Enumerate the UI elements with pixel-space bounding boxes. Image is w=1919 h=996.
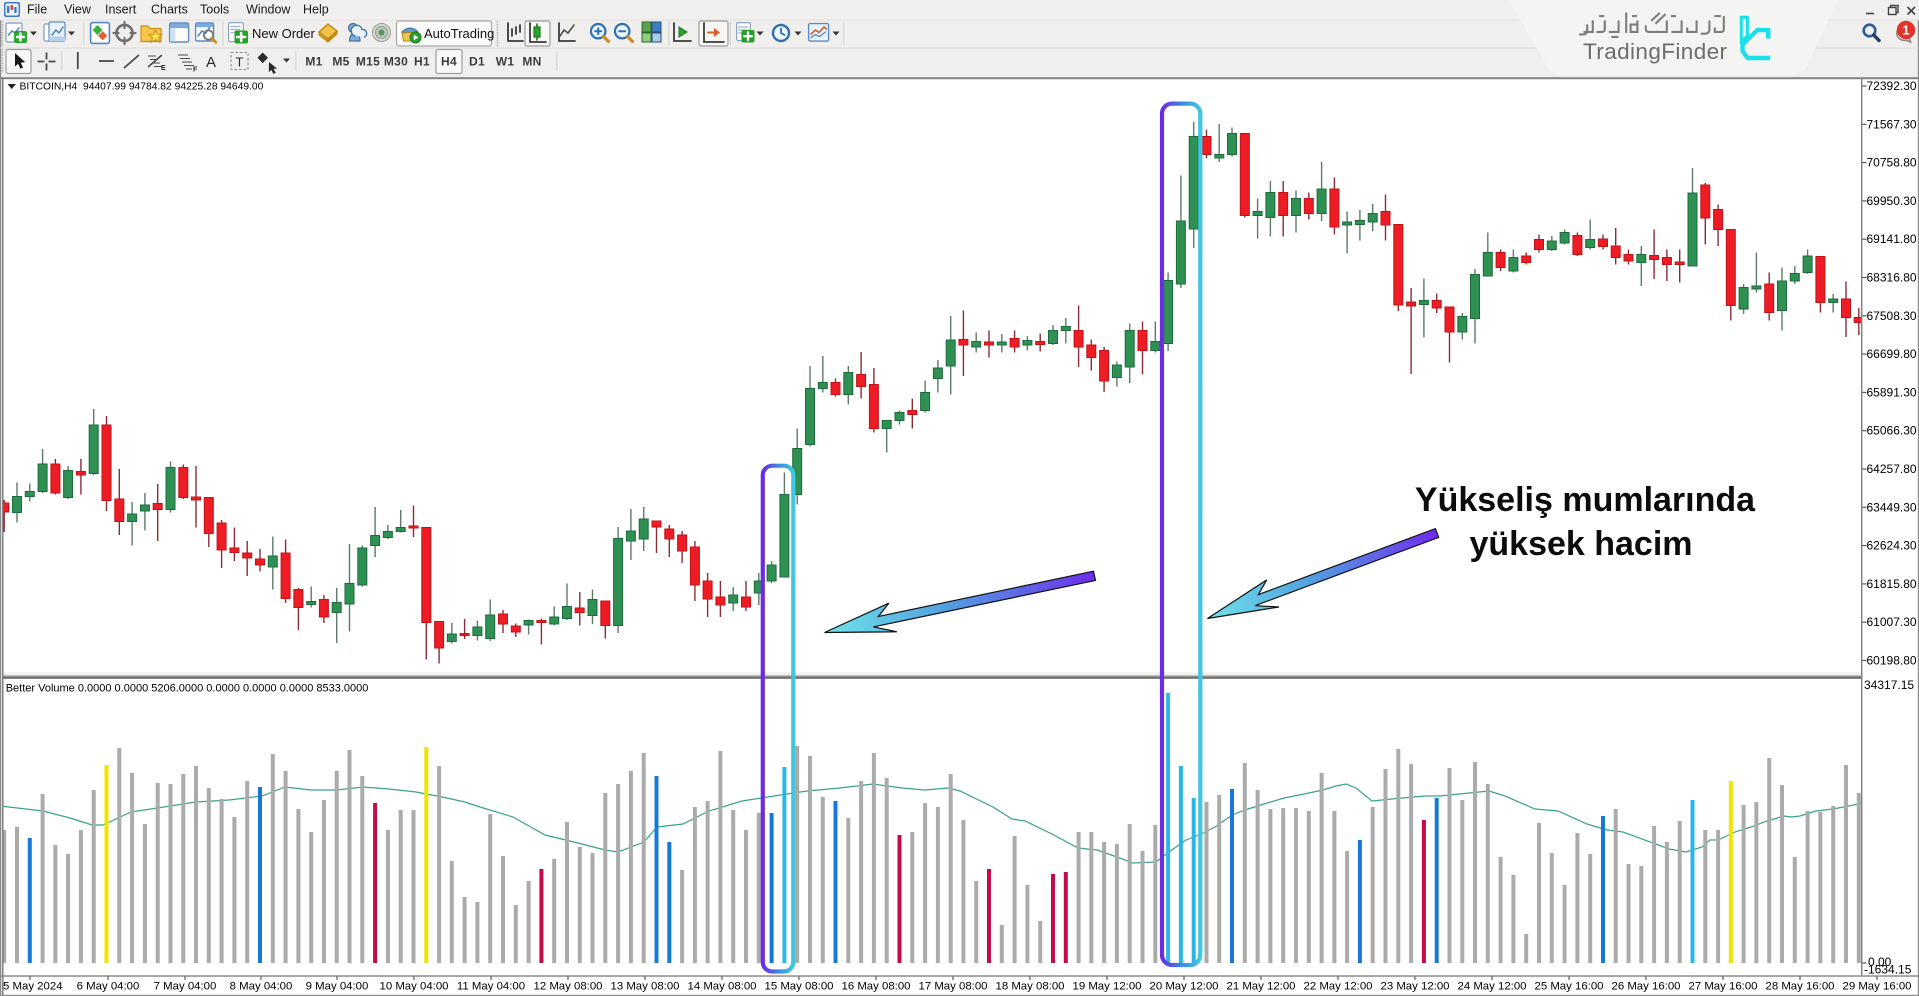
svg-text:10 May 04:00: 10 May 04:00 <box>379 981 448 993</box>
svg-text:62624.30: 62624.30 <box>1867 539 1917 553</box>
svg-text:Help: Help <box>303 3 329 17</box>
svg-text:61007.30: 61007.30 <box>1867 615 1917 629</box>
svg-text:M30: M30 <box>384 55 408 69</box>
svg-text:61815.80: 61815.80 <box>1867 577 1917 591</box>
svg-text:H4: H4 <box>441 55 457 69</box>
svg-text:-1634.15: -1634.15 <box>1864 963 1912 977</box>
svg-text:A: A <box>206 54 216 71</box>
svg-text:T: T <box>236 55 244 70</box>
svg-text:69141.80: 69141.80 <box>1867 232 1917 246</box>
svg-text:22 May 12:00: 22 May 12:00 <box>1303 981 1372 993</box>
svg-text:23 May 12:00: 23 May 12:00 <box>1380 981 1449 993</box>
svg-text:0.00: 0.00 <box>1868 955 1892 969</box>
svg-text:17 May 08:00: 17 May 08:00 <box>918 981 987 993</box>
svg-text:25 May 16:00: 25 May 16:00 <box>1534 981 1603 993</box>
svg-text:M5: M5 <box>332 55 349 69</box>
svg-text:71567.30: 71567.30 <box>1867 117 1917 131</box>
svg-text:D1: D1 <box>469 55 485 69</box>
svg-text:E: E <box>161 65 166 72</box>
svg-text:28 May 16:00: 28 May 16:00 <box>1765 981 1834 993</box>
svg-text:Yükseliş mumlarında: Yükseliş mumlarında <box>1415 481 1756 519</box>
svg-text:19 May 12:00: 19 May 12:00 <box>1072 981 1141 993</box>
svg-text:60198.80: 60198.80 <box>1867 654 1917 668</box>
svg-text:M15: M15 <box>356 55 380 69</box>
svg-text:13 May 08:00: 13 May 08:00 <box>610 981 679 993</box>
svg-text:Charts: Charts <box>151 3 188 17</box>
svg-text:12 May 08:00: 12 May 08:00 <box>533 981 602 993</box>
svg-text:8 May 04:00: 8 May 04:00 <box>230 981 293 993</box>
svg-text:Insert: Insert <box>105 3 137 17</box>
svg-text:70758.80: 70758.80 <box>1867 156 1917 170</box>
svg-text:6 May 04:00: 6 May 04:00 <box>77 981 140 993</box>
svg-text:34317.15: 34317.15 <box>1864 678 1914 692</box>
svg-text:View: View <box>64 3 92 17</box>
svg-text:File: File <box>27 3 47 17</box>
svg-text:18 May 08:00: 18 May 08:00 <box>995 981 1064 993</box>
svg-text:64257.80: 64257.80 <box>1867 462 1917 476</box>
svg-text:29 May 16:00: 29 May 16:00 <box>1842 981 1911 993</box>
svg-text:5 May 2024: 5 May 2024 <box>3 981 63 993</box>
svg-text:BITCOIN,H4 94407.99 94784.82: BITCOIN,H4 94407.99 94784.82 94225.28 94… <box>20 82 264 93</box>
svg-text:yüksek hacim: yüksek hacim <box>1469 525 1692 563</box>
svg-text:14 May 08:00: 14 May 08:00 <box>687 981 756 993</box>
svg-text:Window: Window <box>246 3 291 17</box>
svg-text:68316.80: 68316.80 <box>1867 271 1917 285</box>
svg-text:65891.30: 65891.30 <box>1867 385 1917 399</box>
svg-text:1: 1 <box>1902 23 1909 38</box>
svg-text:W1: W1 <box>496 55 515 69</box>
svg-text:67508.30: 67508.30 <box>1867 309 1917 323</box>
svg-text:H1: H1 <box>414 55 430 69</box>
svg-text:72392.30: 72392.30 <box>1867 79 1917 93</box>
svg-text:9 May 04:00: 9 May 04:00 <box>306 981 369 993</box>
svg-text:66699.80: 66699.80 <box>1867 347 1917 361</box>
svg-text:F: F <box>193 67 198 74</box>
svg-text:New Order: New Order <box>252 26 316 41</box>
svg-text:M1: M1 <box>305 55 322 69</box>
svg-text:20 May 12:00: 20 May 12:00 <box>1149 981 1218 993</box>
svg-text:27 May 16:00: 27 May 16:00 <box>1688 981 1757 993</box>
svg-text:15 May 08:00: 15 May 08:00 <box>764 981 833 993</box>
svg-text:26 May 16:00: 26 May 16:00 <box>1611 981 1680 993</box>
svg-text:Better Volume 0.0000 0.0000 52: Better Volume 0.0000 0.0000 5206.0000 0.… <box>6 683 369 695</box>
svg-text:Tools: Tools <box>200 3 229 17</box>
svg-text:24 May 12:00: 24 May 12:00 <box>1457 981 1526 993</box>
svg-text:TradingFinder: TradingFinder <box>1583 39 1728 64</box>
svg-text:65066.30: 65066.30 <box>1867 424 1917 438</box>
svg-text:69950.30: 69950.30 <box>1867 194 1917 208</box>
svg-text:21 May 12:00: 21 May 12:00 <box>1226 981 1295 993</box>
svg-text:AutoTrading: AutoTrading <box>424 26 494 41</box>
svg-text:63449.30: 63449.30 <box>1867 500 1917 514</box>
svg-text:11 May 04:00: 11 May 04:00 <box>457 981 525 993</box>
svg-text:7 May 04:00: 7 May 04:00 <box>154 981 217 993</box>
svg-text:MN: MN <box>522 55 541 69</box>
svg-text:16 May 08:00: 16 May 08:00 <box>841 981 910 993</box>
